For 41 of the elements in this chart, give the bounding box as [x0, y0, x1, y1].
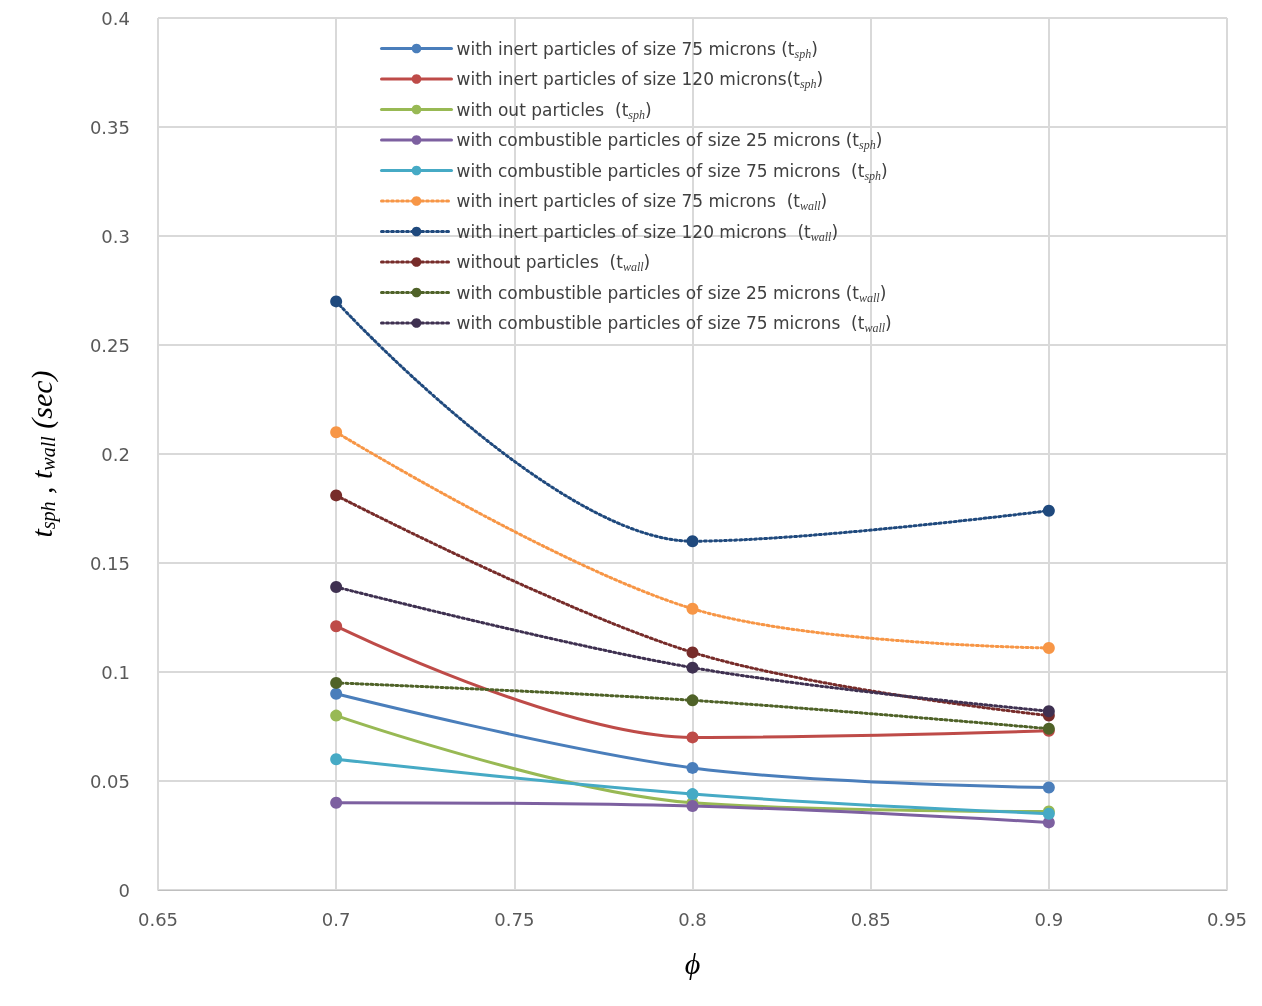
point [686, 602, 699, 615]
point [686, 800, 699, 813]
point [686, 761, 699, 774]
x-tick-label: 0.85 [850, 908, 891, 930]
point [330, 687, 343, 700]
point [686, 788, 699, 801]
point [330, 426, 343, 439]
point [1042, 781, 1055, 794]
x-tick-label: 0.7 [321, 908, 351, 930]
y-tick-label: 0.35 [89, 116, 130, 138]
point [330, 709, 343, 722]
x-tick-label: 0.8 [678, 908, 707, 930]
y-tick-label: 0.3 [101, 225, 130, 247]
point [1042, 705, 1055, 718]
point [330, 796, 343, 809]
point [686, 661, 699, 674]
x-tick-label: 0.95 [1206, 908, 1248, 930]
point [330, 489, 343, 502]
point [686, 535, 699, 548]
x-tick-label: 0.65 [137, 908, 179, 930]
x-tick-label: 0.9 [1034, 908, 1064, 930]
point [330, 295, 343, 308]
point [330, 753, 343, 766]
y-tick-label: 0.2 [101, 443, 130, 465]
point [330, 580, 343, 593]
x-tick-label: 0.75 [494, 908, 535, 930]
point [330, 620, 343, 633]
y-axis-title: tsph , twall (sec) [24, 370, 60, 538]
y-tick-label: 0.25 [89, 334, 130, 356]
point [686, 731, 699, 744]
point [686, 646, 699, 659]
x-axis-title: ϕ [684, 946, 701, 980]
y-tick-label: 0.1 [101, 661, 130, 683]
point [1042, 642, 1055, 655]
y-tick-label: 0.15 [89, 552, 130, 574]
y-tick-label: 0.05 [89, 770, 130, 792]
y-tick-label: 0.4 [101, 7, 130, 29]
point [330, 676, 343, 689]
point [1042, 504, 1055, 517]
point [686, 694, 699, 707]
y-tick-label: 0 [118, 879, 130, 901]
